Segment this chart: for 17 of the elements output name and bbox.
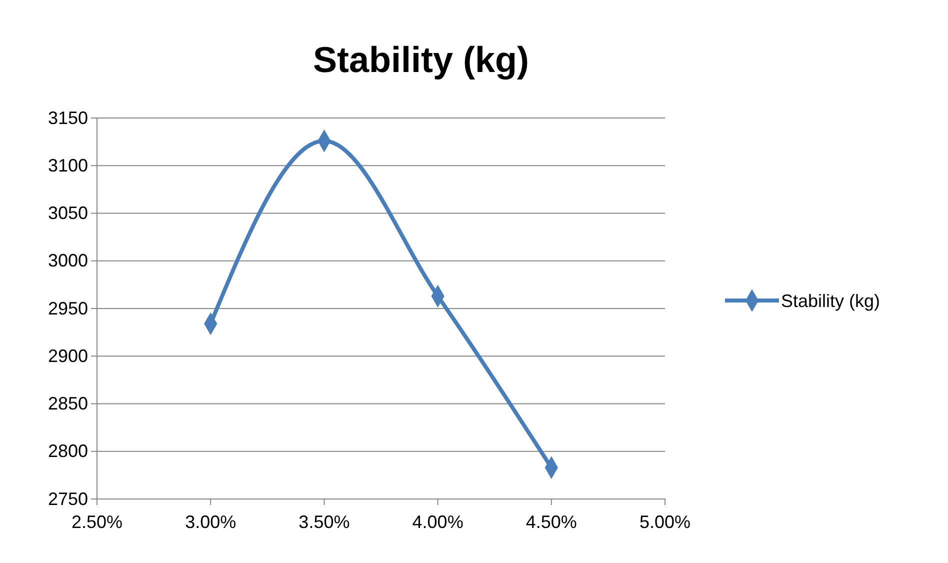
y-tick-label: 2850 (48, 394, 88, 414)
y-tick-label: 2900 (48, 346, 88, 366)
legend-label: Stability (kg) (781, 290, 880, 311)
x-tick-label: 3.50% (298, 512, 350, 532)
y-tick-label: 3000 (48, 250, 88, 271)
x-tick-label: 4.00% (412, 512, 464, 532)
x-tick-label: 2.50% (71, 512, 123, 532)
x-tick-label: 3.00% (185, 512, 236, 532)
y-tick-label: 2950 (48, 298, 88, 318)
y-tick-label: 2750 (48, 488, 88, 509)
y-tick-label: 3150 (48, 108, 88, 128)
y-tick-label: 3050 (48, 203, 88, 224)
x-tick-label: 4.50% (526, 512, 577, 532)
x-tick-label: 5.00% (639, 512, 691, 532)
y-tick-label: 3100 (48, 155, 88, 176)
chart-title: Stability (kg) (312, 39, 530, 80)
y-tick-label: 2800 (48, 441, 88, 462)
